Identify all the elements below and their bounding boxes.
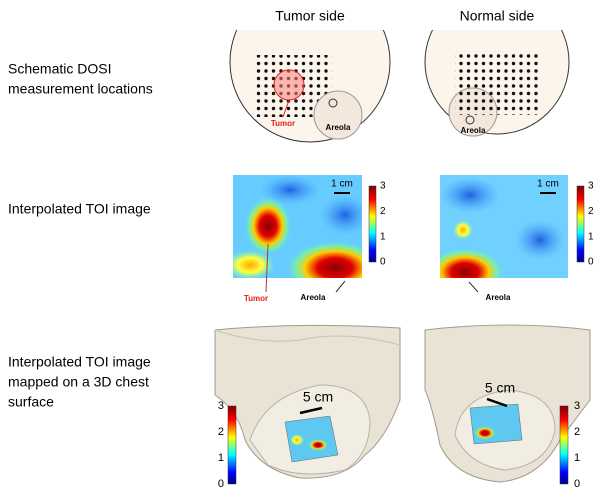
colorbar-tick-label: 3 (588, 181, 594, 192)
annotation: Areola (486, 293, 511, 302)
colorbar-tick-label: 3 (380, 181, 386, 192)
annotation: Tumor (244, 294, 268, 303)
colorbar (559, 405, 569, 485)
colorbar-tick-label: 3 (218, 400, 224, 412)
colorbar-tick-label: 2 (588, 206, 594, 217)
colorbar-tick-label: 0 (574, 478, 580, 490)
colorbar-tick-label: 3 (574, 400, 580, 412)
row-label: mapped on a 3D chest (8, 374, 149, 390)
chest-surface (214, 324, 401, 479)
colorbar-tick-label: 2 (380, 206, 386, 217)
colorbar-tick-label: 0 (588, 257, 594, 268)
arrow (335, 280, 346, 293)
chest-surface (424, 324, 591, 483)
annotation: Areola (461, 126, 486, 135)
colorbar-tick-label: 2 (218, 426, 224, 438)
column-header: Normal side (460, 8, 535, 24)
colorbar-tick-label: 1 (380, 231, 386, 242)
row-label: Interpolated TOI image (8, 201, 151, 217)
arrow (468, 281, 479, 293)
scale-label: 5 cm (303, 389, 333, 405)
colorbar-tick-label: 1 (218, 452, 224, 464)
scale-label: 1 cm (331, 179, 353, 190)
column-header: Tumor side (275, 8, 345, 24)
row-label: surface (8, 394, 54, 410)
colorbar-tick-label: 2 (574, 426, 580, 438)
colorbar-tick-label: 1 (574, 452, 580, 464)
annotation: Areola (301, 293, 326, 302)
colorbar-tick-label: 0 (380, 257, 386, 268)
row-label: measurement locations (8, 81, 153, 97)
row-label: Interpolated TOI image (8, 354, 151, 370)
colorbar-tick-label: 0 (218, 478, 224, 490)
scale-label: 1 cm (537, 179, 559, 190)
schematic (229, 30, 391, 143)
scale-label: 5 cm (485, 380, 515, 396)
colorbar-tick-label: 1 (588, 231, 594, 242)
annotation: Areola (326, 123, 351, 132)
schematic (424, 30, 570, 137)
arrow (282, 99, 290, 118)
colorbar (576, 185, 585, 263)
colorbar (368, 185, 377, 263)
row-label: Schematic DOSI (8, 61, 111, 77)
annotation: Tumor (271, 119, 295, 128)
arrow (265, 243, 269, 293)
heatmap (233, 175, 362, 278)
colorbar (227, 405, 237, 485)
